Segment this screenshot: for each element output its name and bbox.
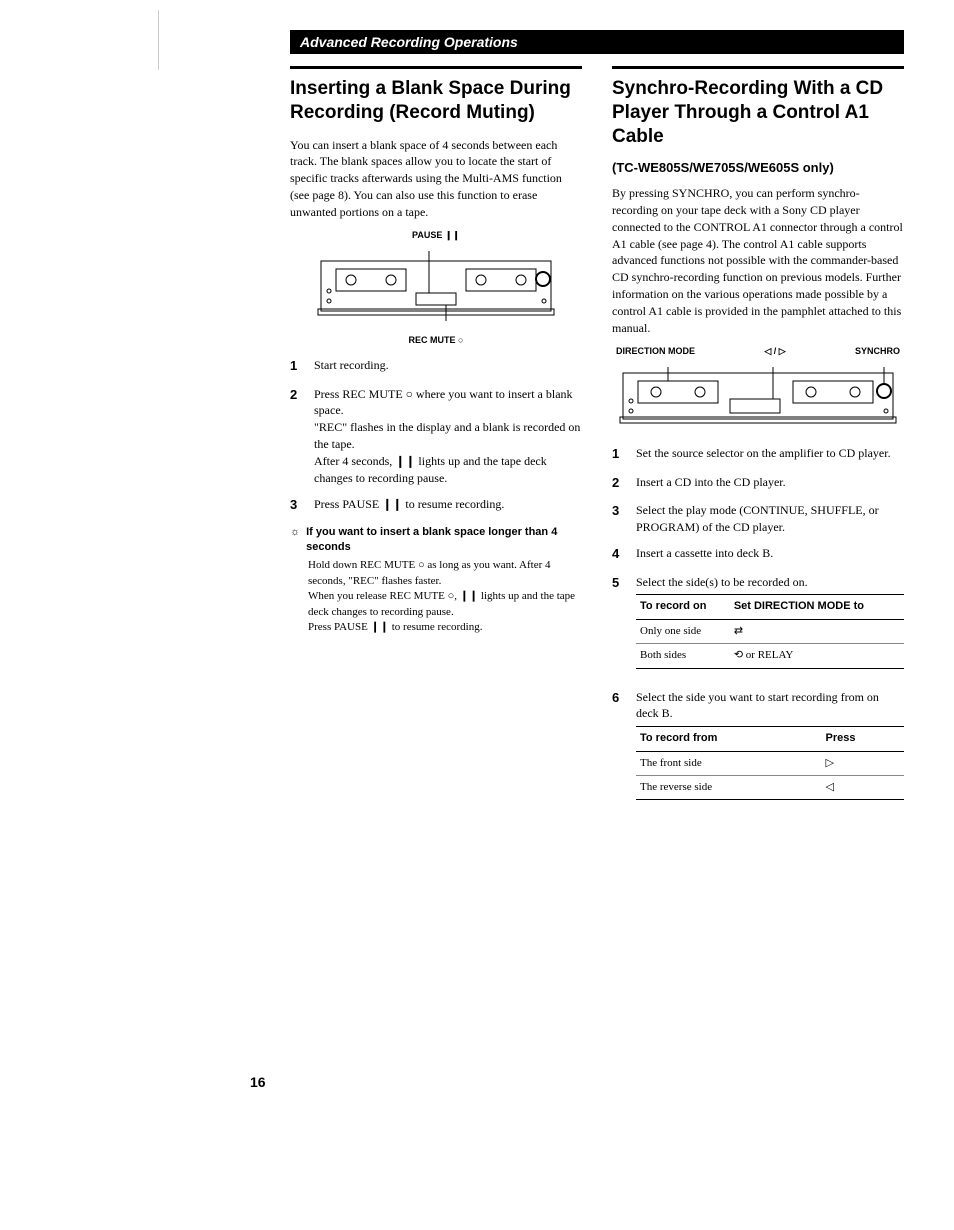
step-number: 1 bbox=[290, 357, 304, 375]
tip-title: If you want to insert a blank space long… bbox=[306, 525, 582, 556]
step-number: 5 bbox=[612, 574, 626, 679]
table-cell: ◁ bbox=[822, 775, 905, 799]
left-column: Inserting a Blank Space During Recording… bbox=[290, 66, 582, 820]
step-text: Select the side you want to start record… bbox=[636, 689, 904, 723]
left-intro: You can insert a blank space of 4 second… bbox=[290, 137, 582, 221]
heading-rule bbox=[612, 66, 904, 69]
step-body: Select the side you want to start record… bbox=[636, 689, 904, 811]
direction-mode-table: To record onSet DIRECTION MODE to Only o… bbox=[636, 594, 904, 668]
step-body: Select the side(s) to be recorded on. To… bbox=[636, 574, 904, 679]
table-row: Both sides⟲ or RELAY bbox=[636, 644, 904, 668]
step-number: 2 bbox=[290, 386, 304, 487]
tip-body: Hold down REC MUTE ○ as long as you want… bbox=[290, 558, 582, 635]
content-columns: Inserting a Blank Space During Recording… bbox=[290, 66, 904, 820]
list-item: 3 Press PAUSE ❙❙ to resume recording. bbox=[290, 496, 582, 514]
step-text: Insert a cassette into deck B. bbox=[636, 545, 773, 563]
step-text: Start recording. bbox=[314, 357, 389, 375]
press-table: To record fromPress The front side▷ The … bbox=[636, 726, 904, 800]
step-text: Select the play mode (CONTINUE, SHUFFLE,… bbox=[636, 502, 904, 536]
table-cell: The reverse side bbox=[636, 775, 822, 799]
table-cell: The front side bbox=[636, 751, 822, 775]
left-heading: Inserting a Blank Space During Recording… bbox=[290, 77, 582, 125]
right-steps: 1 Set the source selector on the amplifie… bbox=[612, 445, 904, 810]
tape-deck-diagram-right bbox=[618, 367, 898, 431]
label-synchro: SYNCHRO bbox=[855, 346, 900, 357]
list-item: 4 Insert a cassette into deck B. bbox=[612, 545, 904, 563]
list-item: 2 Insert a CD into the CD player. bbox=[612, 474, 904, 492]
step-text: Insert a CD into the CD player. bbox=[636, 474, 786, 492]
label-play-arrows: ◁ / ▷ bbox=[764, 346, 785, 357]
table-cell: ⇄ bbox=[730, 619, 904, 643]
table-header: To record from bbox=[636, 727, 822, 751]
table-header: Press bbox=[822, 727, 905, 751]
tape-deck-diagram-left bbox=[316, 251, 556, 321]
step-text: Press REC MUTE ○ where you want to inser… bbox=[314, 386, 582, 487]
step-number: 6 bbox=[612, 689, 626, 811]
list-item: 1 Start recording. bbox=[290, 357, 582, 375]
list-item: 2Press REC MUTE ○ where you want to inse… bbox=[290, 386, 582, 487]
table-row: The front side▷ bbox=[636, 751, 904, 775]
list-item: 5 Select the side(s) to be recorded on. … bbox=[612, 574, 904, 679]
section-header: Advanced Recording Operations bbox=[290, 30, 904, 54]
table-header: To record on bbox=[636, 595, 730, 619]
table-row: Only one side⇄ bbox=[636, 619, 904, 643]
step-number: 4 bbox=[612, 545, 626, 563]
list-item: 1 Set the source selector on the amplifie… bbox=[612, 445, 904, 463]
table-cell: ▷ bbox=[822, 751, 905, 775]
label-direction-mode: DIRECTION MODE bbox=[616, 346, 695, 357]
step-text: Set the source selector on the amplifier… bbox=[636, 445, 891, 463]
tip-heading: ☼ If you want to insert a blank space lo… bbox=[290, 525, 582, 556]
list-item: 6 Select the side you want to start reco… bbox=[612, 689, 904, 811]
step-number: 3 bbox=[612, 502, 626, 536]
table-row: The reverse side◁ bbox=[636, 775, 904, 799]
step-number: 2 bbox=[612, 474, 626, 492]
table-cell: Only one side bbox=[636, 619, 730, 643]
step-number: 3 bbox=[290, 496, 304, 514]
diagram-labels-row: DIRECTION MODE ◁ / ▷ SYNCHRO bbox=[612, 346, 904, 357]
step-number: 1 bbox=[612, 445, 626, 463]
right-intro: By pressing SYNCHRO, you can perform syn… bbox=[612, 185, 904, 336]
diagram-label-top: PAUSE ❙❙ bbox=[290, 230, 582, 241]
scan-artifact-line bbox=[158, 10, 159, 70]
lightbulb-icon: ☼ bbox=[290, 525, 300, 556]
page-number: 16 bbox=[250, 1074, 266, 1090]
step-text: Press PAUSE ❙❙ to resume recording. bbox=[314, 496, 504, 514]
diagram-label-bottom: REC MUTE ○ bbox=[290, 335, 582, 345]
step-text: Select the side(s) to be recorded on. bbox=[636, 574, 904, 591]
list-item: 3 Select the play mode (CONTINUE, SHUFFLE… bbox=[612, 502, 904, 536]
table-cell: ⟲ or RELAY bbox=[730, 644, 904, 668]
table-cell: Both sides bbox=[636, 644, 730, 668]
model-subtitle: (TC-WE805S/WE705S/WE605S only) bbox=[612, 160, 904, 175]
tip-block: ☼ If you want to insert a blank space lo… bbox=[290, 525, 582, 636]
heading-rule bbox=[290, 66, 582, 69]
left-steps: 1 Start recording. 2Press REC MUTE ○ wher… bbox=[290, 357, 582, 514]
right-heading: Synchro-Recording With a CD Player Throu… bbox=[612, 77, 904, 148]
right-column: Synchro-Recording With a CD Player Throu… bbox=[612, 66, 904, 820]
table-header: Set DIRECTION MODE to bbox=[730, 595, 904, 619]
